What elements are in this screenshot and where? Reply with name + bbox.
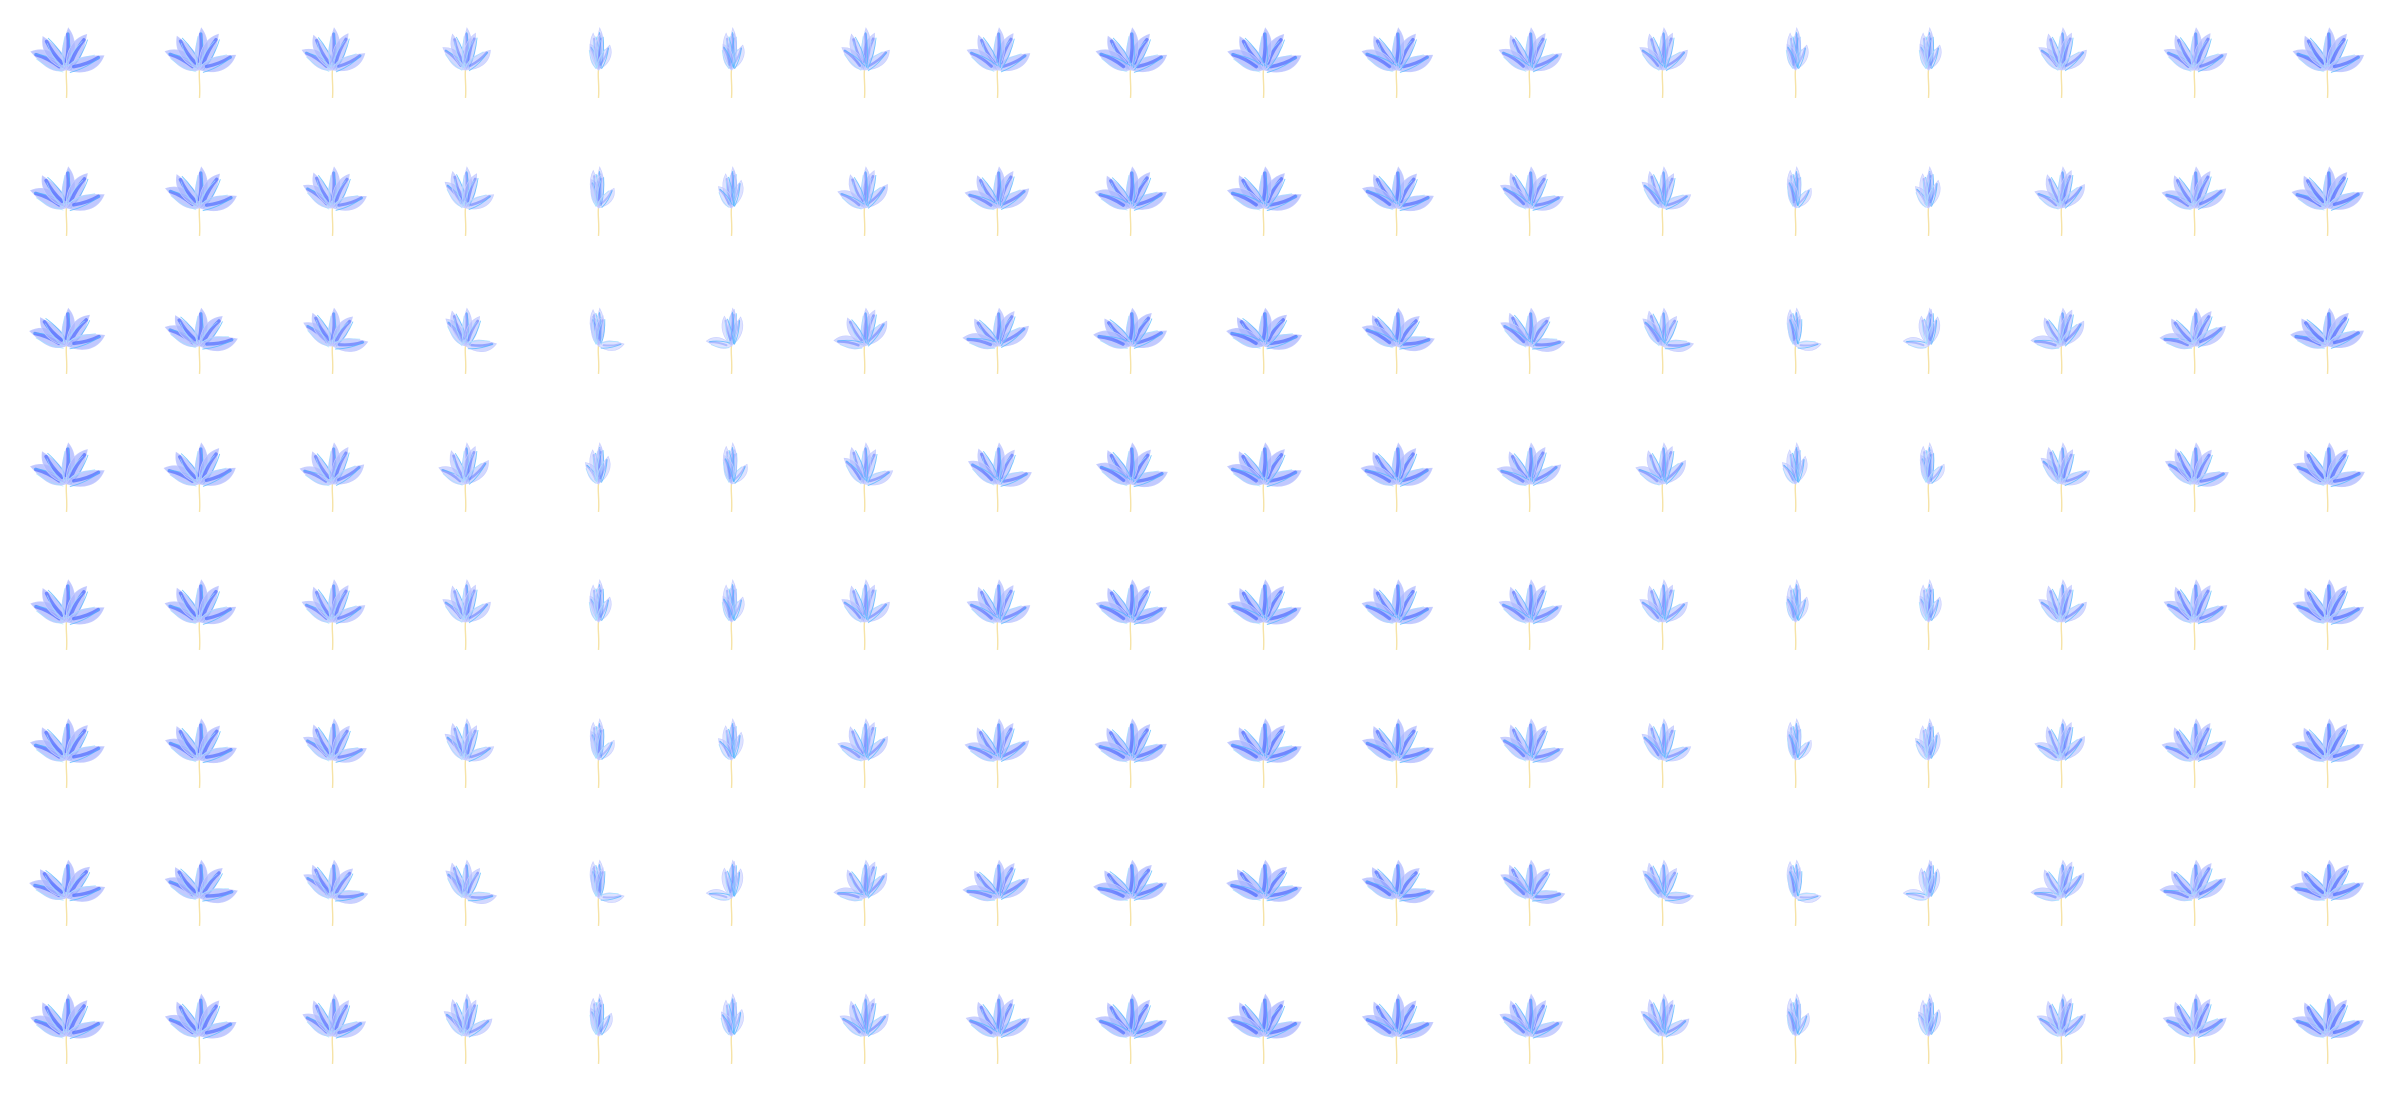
- sheet-background: [0, 0, 2394, 1104]
- plant-turntable-sheet: [0, 0, 2394, 1104]
